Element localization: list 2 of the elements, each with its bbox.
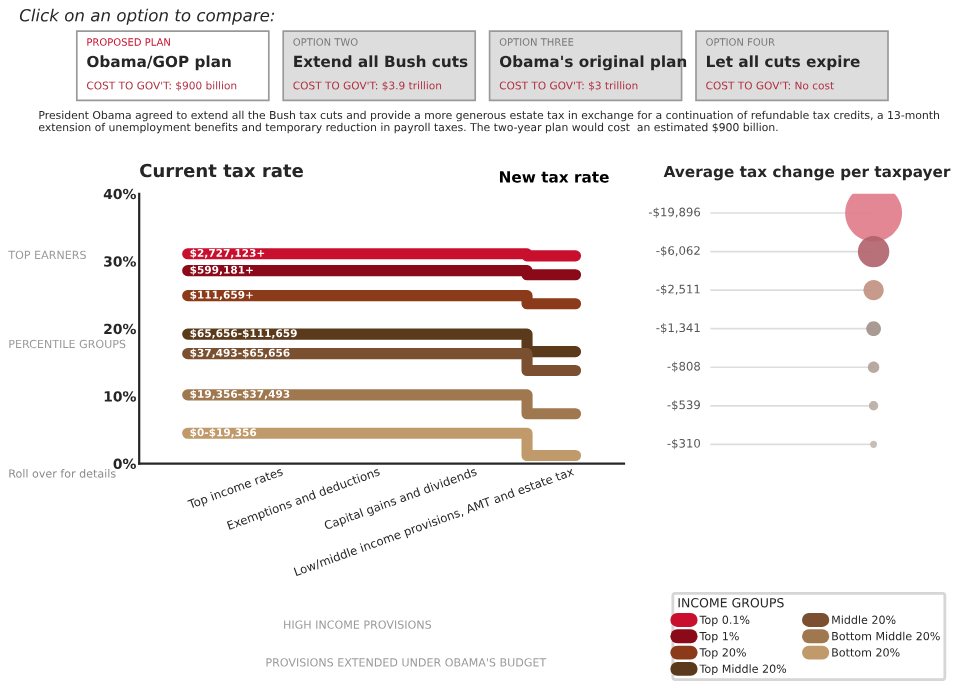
chart-title: Current tax rate bbox=[140, 163, 303, 178]
text: Click on an option to compare: bbox=[19, 8, 275, 25]
